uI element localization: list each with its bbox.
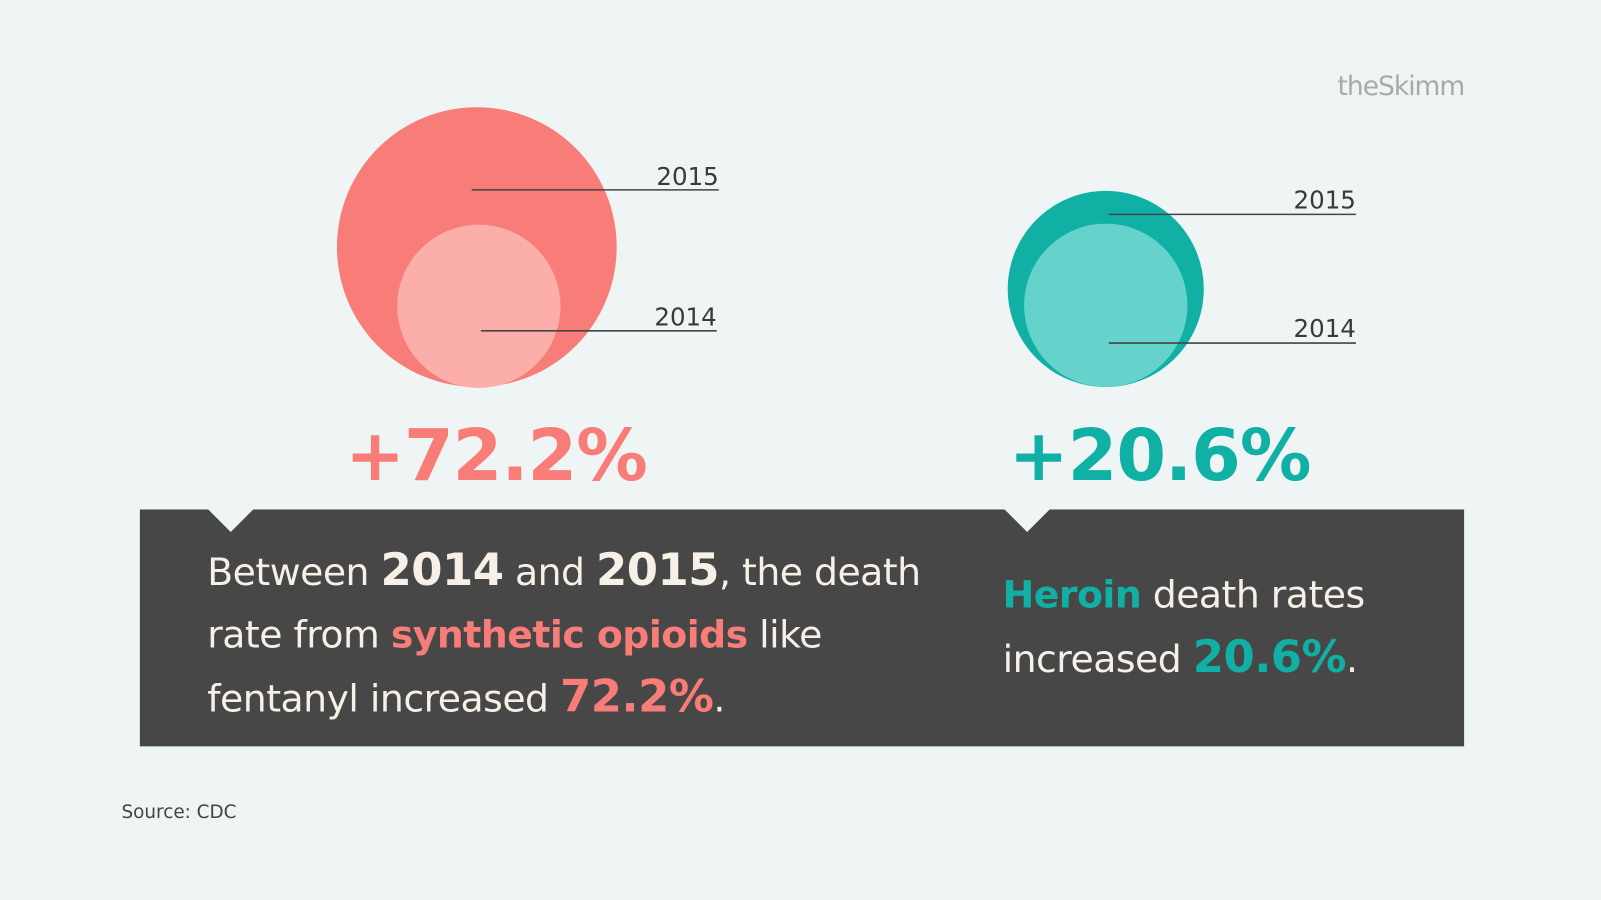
circle-2014: [1024, 223, 1188, 387]
highlight: 72.2%: [560, 670, 714, 723]
notch: [207, 508, 255, 532]
year-label: 2015: [1294, 185, 1356, 214]
text: and: [503, 550, 597, 595]
change-value: +20.6%: [1008, 413, 1312, 498]
circle-2014: [397, 224, 561, 388]
text: death rates increased: [1002, 572, 1366, 682]
highlight: 20.6%: [1192, 630, 1347, 684]
year: 2015: [596, 544, 720, 597]
text-box: [139, 509, 1465, 747]
text: .: [713, 676, 725, 721]
text: like fentanyl increased: [207, 612, 822, 721]
description: Heroin death rates increased 20.6%.: [1003, 564, 1411, 691]
description: Between 2014 and 2015, the death rate fr…: [207, 539, 942, 730]
change-value: +72.2%: [345, 413, 648, 498]
source: Source: CDC: [121, 801, 237, 823]
text: .: [1346, 637, 1358, 682]
highlight: Heroin: [1002, 572, 1142, 617]
text: Between: [207, 550, 381, 595]
year-label: 2015: [656, 162, 718, 191]
year-label: 2014: [654, 303, 716, 332]
highlight: synthetic opioids: [390, 612, 748, 657]
brand-logo: theSkimm: [1337, 71, 1466, 103]
year-label: 2014: [1294, 314, 1356, 343]
notch: [1003, 508, 1051, 532]
text: , the death rate from: [207, 550, 921, 657]
year: 2014: [380, 544, 504, 597]
